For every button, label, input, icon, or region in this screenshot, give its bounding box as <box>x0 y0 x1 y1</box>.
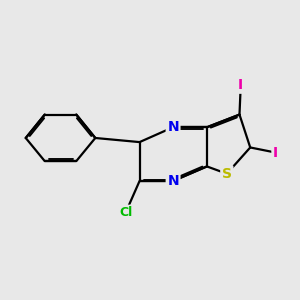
Text: S: S <box>222 167 232 181</box>
Text: Cl: Cl <box>119 206 132 219</box>
Text: I: I <box>238 78 243 92</box>
Text: N: N <box>167 174 179 188</box>
Text: I: I <box>273 146 278 160</box>
Text: N: N <box>167 120 179 134</box>
